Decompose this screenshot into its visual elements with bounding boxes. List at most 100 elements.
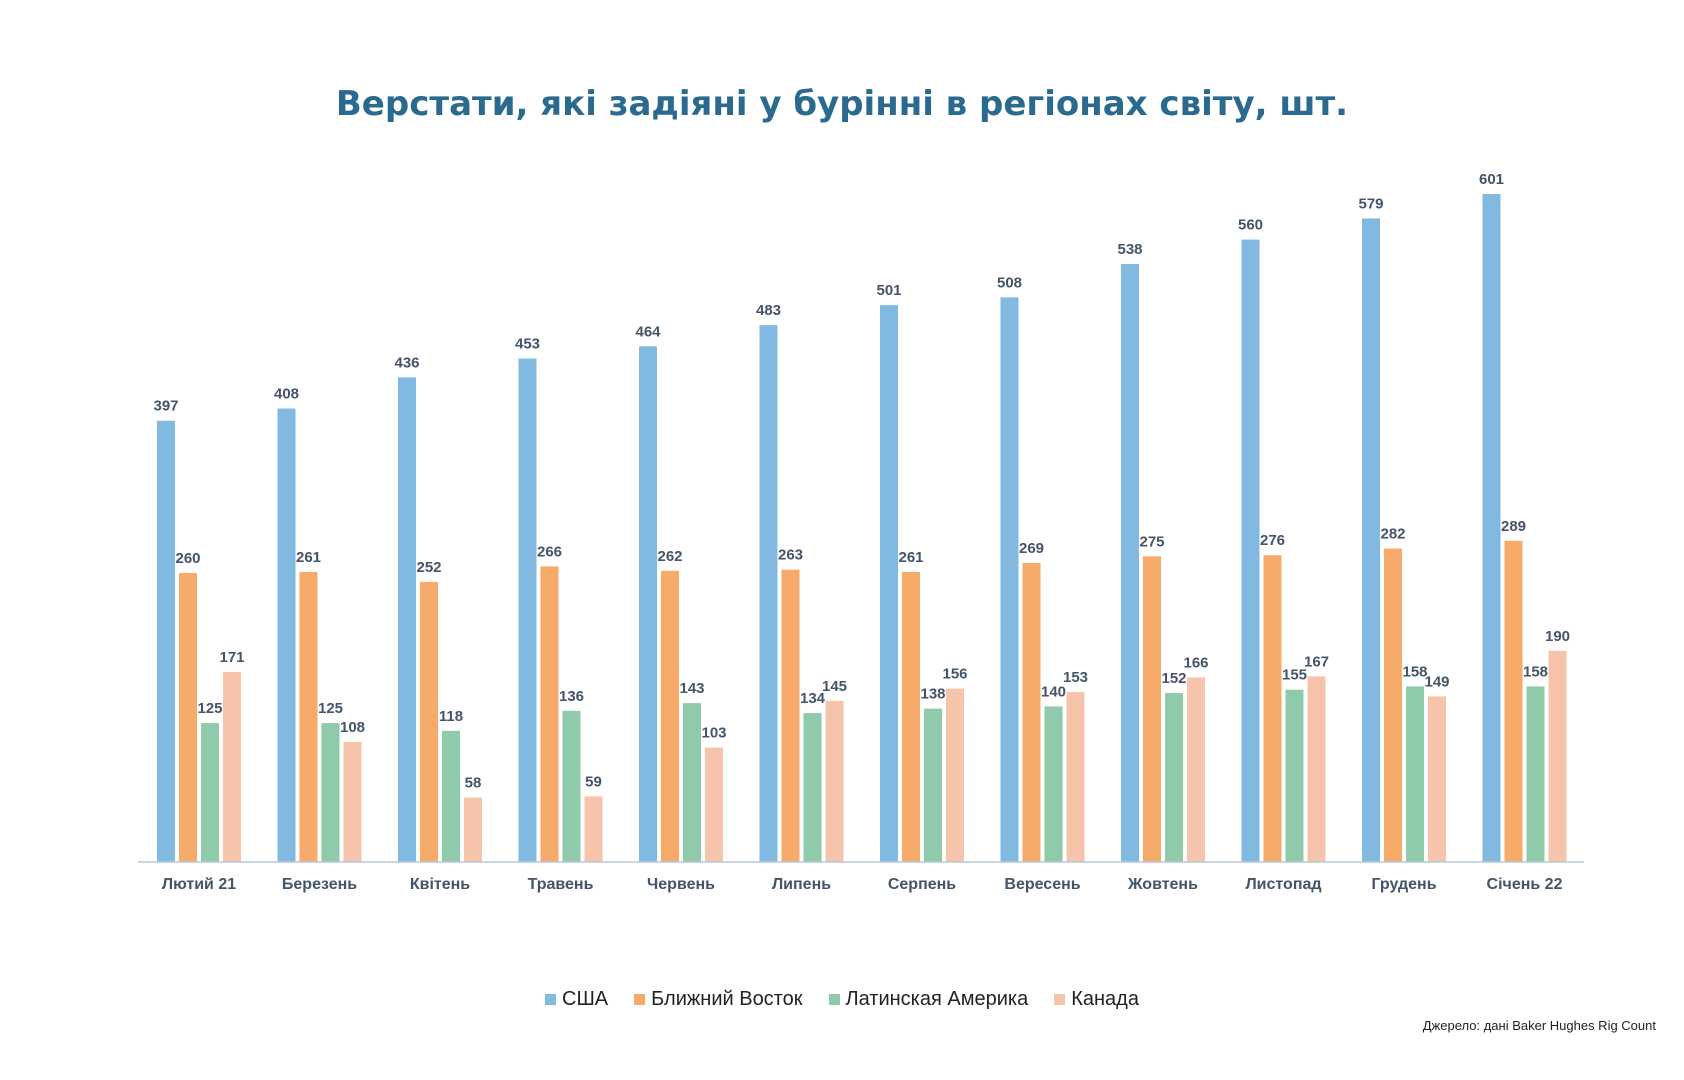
data-label-2-9: 275: [1139, 533, 1164, 550]
legend-item-3: Латинская Америка: [828, 988, 1029, 1011]
legend-swatch: [828, 994, 840, 1005]
x-tick-label: Лютий 21: [162, 876, 236, 893]
bar-1-6: [759, 325, 778, 862]
data-label-4-11: 149: [1424, 673, 1449, 690]
bar-3-10: [1285, 689, 1304, 862]
bar-4-2: [343, 741, 362, 862]
legend-item-4: Канада: [1054, 988, 1139, 1011]
legend-label: Канада: [1071, 988, 1139, 1010]
data-label-1-12: 601: [1479, 171, 1504, 188]
data-label-1-2: 408: [274, 386, 299, 403]
bar-1-12: [1482, 194, 1501, 862]
bar-3-12: [1526, 686, 1545, 862]
data-label-1-11: 579: [1358, 195, 1383, 212]
bar-4-11: [1428, 696, 1446, 862]
legend-item-2: Ближний Восток: [634, 988, 803, 1011]
data-label-2-5: 262: [657, 548, 682, 565]
data-label-4-9: 166: [1183, 654, 1208, 671]
x-tick-labels: Лютий 21 Березень Квітень Травень Червень Лип…: [162, 876, 1563, 893]
bar-3-7: [924, 708, 942, 862]
data-label-1-6: 483: [756, 302, 781, 319]
bar-4-1: [223, 671, 241, 862]
data-label-3-4: 136: [559, 688, 584, 705]
data-label-3-3: 118: [439, 708, 463, 725]
bar-2-1: [179, 573, 197, 862]
legend-swatch: [1054, 994, 1066, 1005]
bar-4-4: [584, 796, 603, 862]
bar-1-3: [398, 377, 416, 862]
x-tick-label: Грудень: [1371, 876, 1436, 893]
data-label-3-10: 155: [1282, 667, 1307, 684]
bar-2-8: [1022, 563, 1041, 862]
bar-1-4: [518, 358, 537, 862]
data-label-4-1: 171: [219, 649, 244, 666]
data-label-2-12: 289: [1501, 518, 1526, 535]
bar-2-4: [540, 566, 559, 862]
x-tick-label: Серпень: [888, 876, 956, 893]
data-label-1-9: 538: [1117, 241, 1142, 258]
bar-4-8: [1066, 691, 1085, 862]
bar-3-11: [1406, 686, 1424, 862]
bar-1-11: [1362, 218, 1380, 862]
data-label-3-2: 125: [318, 700, 343, 717]
data-label-3-6: 134: [800, 690, 826, 707]
bar-1-10: [1241, 239, 1260, 863]
bar-2-7: [902, 571, 920, 862]
data-label-3-8: 140: [1041, 683, 1066, 700]
bar-3-9: [1165, 693, 1183, 862]
data-label-2-8: 269: [1019, 540, 1044, 557]
legend-label: Ближний Восток: [651, 988, 803, 1010]
data-label-2-3: 252: [416, 559, 441, 576]
legend: США Ближний Восток Латинская Америка Канада: [0, 988, 1684, 1011]
data-label-4-5: 103: [701, 725, 726, 742]
x-tick-label: Листопад: [1245, 876, 1321, 893]
bar-1-8: [1000, 297, 1019, 863]
data-label-4-7: 156: [942, 666, 967, 683]
bar-2-5: [661, 570, 679, 862]
x-tick-label: Травень: [528, 876, 594, 893]
data-label-1-1: 397: [153, 398, 178, 415]
data-label-4-12: 190: [1545, 628, 1570, 645]
data-label-3-9: 152: [1161, 670, 1186, 687]
legend-label: США: [562, 988, 609, 1010]
data-label-4-8: 153: [1063, 669, 1088, 686]
bar-3-6: [803, 713, 822, 862]
source-note: Джерело: дані Baker Hughes Rig Count: [1422, 1018, 1656, 1033]
bar-3-3: [442, 730, 460, 862]
bar-2-12: [1504, 540, 1523, 862]
x-tick-label: Березень: [282, 876, 357, 893]
chart-title: Верстати, які задіяні у бурінні в регіон…: [335, 84, 1349, 124]
bar-4-10: [1307, 676, 1326, 862]
bar-3-5: [683, 703, 701, 862]
bar-3-1: [201, 723, 219, 862]
bar-1-1: [157, 420, 175, 862]
data-label-2-4: 266: [537, 543, 562, 560]
bar-2-6: [781, 569, 800, 862]
data-label-2-2: 261: [296, 549, 321, 566]
legend-label: Латинская Америка: [845, 988, 1029, 1010]
data-label-3-7: 138: [920, 686, 945, 703]
legend-item-1: США: [545, 988, 608, 1011]
x-tick-label: Квітень: [410, 876, 470, 893]
data-label-3-5: 143: [679, 680, 704, 697]
data-label-4-10: 167: [1304, 653, 1329, 670]
data-label-4-6: 145: [822, 678, 847, 695]
x-tick-label: Січень 22: [1487, 876, 1563, 893]
x-tick-label: Жовтень: [1127, 876, 1198, 893]
data-label-3-11: 158: [1402, 663, 1427, 680]
bar-2-3: [420, 581, 438, 862]
bars-layer: [157, 194, 1567, 863]
data-label-1-7: 501: [876, 282, 901, 299]
data-label-1-5: 464: [635, 323, 661, 340]
bar-3-8: [1044, 706, 1063, 862]
bar-2-2: [299, 571, 318, 862]
data-label-1-3: 436: [394, 354, 419, 371]
bar-1-2: [277, 408, 296, 862]
data-label-2-7: 261: [898, 549, 923, 566]
data-label-3-12: 158: [1523, 663, 1548, 680]
data-label-4-2: 108: [340, 719, 365, 736]
bar-4-5: [705, 747, 723, 862]
data-label-3-1: 125: [197, 700, 222, 717]
data-label-2-10: 276: [1260, 532, 1285, 549]
